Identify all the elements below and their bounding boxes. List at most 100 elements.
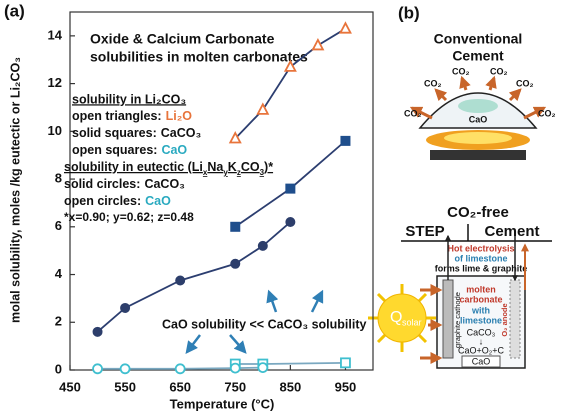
product-label: CaO [472,356,491,366]
electrolysis-cell [420,234,529,369]
legend-marker-text: open triangles: [72,109,162,123]
circle-marker [175,275,186,286]
circle-marker [230,258,241,269]
process-text: Hot electrolysis [447,243,514,253]
legend-heading-part: K [228,160,237,174]
square-marker [340,135,351,146]
footnote: *x=0.90; y=0.62; z=0.48 [64,210,194,224]
annotation-arrows [185,289,324,354]
legend-heading-part: )* [264,160,273,174]
series-line [96,221,291,333]
reaction-text: CaCO₃ [467,327,496,337]
legend-heading-part: 3 [260,168,265,177]
y-tick-label: 6 [55,218,62,233]
heat-label: Q [390,309,402,326]
legend-heading: solubility in Li₂CO₃ [72,92,186,106]
cell-text: with [471,305,490,315]
legend-entry: open squares: CaO [72,143,187,157]
y-tick-label: 12 [48,75,62,90]
circle-marker [257,240,268,251]
anode-label: O₂ anode [500,303,509,336]
triangle-marker [256,102,270,115]
y-tick-label: 8 [55,171,62,186]
circle-marker [285,217,296,228]
annotation: CaO solubility << CaCO₃ solubility [162,317,366,331]
cathode-label: graphite cathode [453,292,462,348]
circle-marker [174,363,186,375]
legend-entry: solid squares: CaCO₃ [72,126,201,140]
diagram-title: STEP [405,223,444,240]
y-axis-label: molal solubility, moles /kg eutectic or … [8,57,22,323]
legend-heading: solubility in eutectic (LixNayKzCO3)* [64,160,273,176]
legend-heading-part: z [237,168,241,177]
product-label: CaO [469,114,488,124]
legend-series-name: CaO [161,143,187,157]
cell-text: carbonate [459,294,502,304]
legend-heading-part: x [203,168,208,177]
chart-title: Oxide & Calcium Carbonate [90,31,275,47]
chart-subtitle: solubilities in molten carbonates [90,49,308,65]
legend-series-name: Li₂O [166,109,193,123]
y-tick-label: 10 [48,123,62,138]
heat-label: solar [402,317,422,327]
panel-label: (b) [398,3,420,22]
kiln [409,75,547,160]
x-tick-label: 450 [59,379,81,394]
legend-heading-part: CO [241,160,260,174]
triangle-marker [228,131,242,144]
y-tick-label: 4 [55,266,63,281]
legend-heading-part: Na [207,160,224,174]
circle-marker [92,363,103,375]
square-marker [230,221,241,232]
co2-label: CO₂ [538,108,556,118]
x-tick-label: 750 [224,379,246,394]
x-tick-label: 950 [335,379,357,394]
x-axis-label: Temperature (°C) [170,396,275,411]
square-marker [285,183,296,194]
diagram-title: Cement [484,223,539,240]
circle-marker [120,302,131,313]
process-text: of limestone [454,253,507,263]
square-marker [340,357,351,369]
cell-text: limestone [460,315,502,325]
y-tick-label: 0 [55,361,62,376]
triangle-marker [338,21,352,34]
legend-marker-text: open squares: [72,143,157,157]
y-tick-label: 2 [55,314,62,329]
x-tick-label: 850 [280,379,302,394]
panel-label: (a) [4,1,25,20]
reaction-text: ↓ [479,336,484,346]
reaction-text: CaO+O₂+C [458,345,505,355]
triangle-marker [311,37,325,51]
plot-frame [69,11,374,371]
co2-label: CO₂ [490,66,508,76]
legend-marker-text: solid squares: [72,126,157,140]
co2-label: CO₂ [424,78,442,88]
co2-label: CO₂ [452,66,470,76]
legend-heading-part: y [223,168,228,177]
circle-marker [119,363,131,375]
legend-series-name: CaCO₃ [144,177,185,191]
diagram-title: Cement [452,48,504,64]
triangle-marker [283,59,297,72]
legend-entry: solid circles: CaCO₃ [64,177,185,191]
circle-marker [257,362,269,374]
co2-label: CO₂ [404,108,422,118]
legend-series-name: CaO [145,194,171,208]
cell-text: molten [466,284,496,294]
circle-marker [229,362,241,374]
legend-heading-part: solubility in eutectic (Li [64,160,203,174]
legend-marker-text: solid circles: [64,177,140,191]
co2-label: CO₂ [516,78,534,88]
legend-series-name: CaCO₃ [161,126,202,140]
sun [368,284,436,352]
x-tick-label: 550 [114,379,136,394]
legend-marker-text: open circles: [64,194,141,208]
y-tick-label: 14 [48,27,63,42]
legend-entry: open circles: CaO [64,194,171,208]
series-line [235,361,346,365]
diagram-title: CO₂-free [447,204,509,221]
process-text: forms lime & graphite [435,263,528,273]
circle-marker [92,326,103,337]
